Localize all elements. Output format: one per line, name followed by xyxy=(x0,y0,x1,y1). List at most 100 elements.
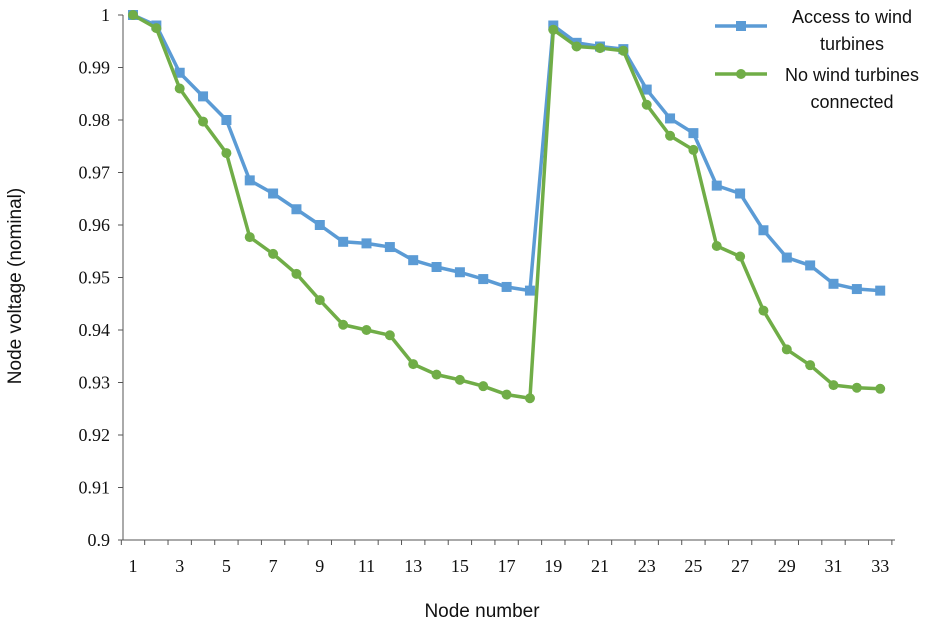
x-tick-label: 33 xyxy=(871,556,889,576)
data-point xyxy=(454,374,465,385)
x-tick-label: 5 xyxy=(222,556,231,576)
data-point xyxy=(454,267,465,278)
series-line xyxy=(132,13,881,400)
legend-label: connected xyxy=(810,92,893,112)
data-point xyxy=(361,325,372,335)
x-tick-label: 11 xyxy=(358,556,375,576)
data-point xyxy=(828,278,839,289)
data-point xyxy=(408,359,419,370)
data-point xyxy=(618,45,629,56)
data-point xyxy=(314,295,325,306)
data-point xyxy=(291,268,302,279)
data-point xyxy=(665,130,676,141)
data-point xyxy=(805,260,816,271)
data-point xyxy=(524,285,535,296)
data-point xyxy=(151,23,162,34)
x-tick-label: 19 xyxy=(544,556,562,576)
data-point xyxy=(851,382,862,393)
data-point xyxy=(571,41,582,52)
data-point xyxy=(781,344,792,355)
data-point xyxy=(478,274,489,285)
data-point xyxy=(595,43,605,54)
data-point xyxy=(875,285,886,296)
legend-item: No wind turbines connected xyxy=(715,65,919,112)
legend-marker xyxy=(736,69,746,79)
x-tick-label: 25 xyxy=(684,556,702,576)
x-tick-label: 23 xyxy=(638,556,656,576)
data-point xyxy=(828,380,839,391)
data-point xyxy=(338,236,349,247)
data-point xyxy=(735,188,746,199)
y-tick-label: 0.98 xyxy=(79,110,111,130)
legend-label: turbines xyxy=(820,34,884,54)
data-point xyxy=(221,148,232,159)
x-tick-label: 21 xyxy=(591,556,609,576)
series-no-wind-turbines xyxy=(128,10,886,404)
data-point xyxy=(758,305,769,316)
data-point xyxy=(665,113,676,124)
data-point xyxy=(384,242,395,253)
legend-marker xyxy=(736,21,746,31)
data-point xyxy=(735,251,746,262)
axes xyxy=(122,15,895,541)
data-point xyxy=(431,262,442,272)
data-point xyxy=(128,10,138,20)
x-axis-ticks: 1 3 5 7 9 11 13 15 17 19 21 23 25 27 29 31 33 xyxy=(120,540,893,576)
data-point xyxy=(174,67,185,78)
data-point xyxy=(268,248,279,259)
data-point xyxy=(244,175,255,186)
data-point xyxy=(268,188,279,199)
y-tick-label: 0.96 xyxy=(79,215,111,235)
y-tick-label: 0.91 xyxy=(79,478,111,498)
data-point xyxy=(641,99,652,110)
data-point xyxy=(711,241,722,251)
data-point xyxy=(478,381,489,392)
y-tick-label: 0.99 xyxy=(79,58,111,78)
legend-label: No wind turbines xyxy=(785,65,919,85)
x-tick-label: 31 xyxy=(825,556,843,576)
data-point xyxy=(408,255,419,266)
series-group xyxy=(128,10,886,404)
data-point xyxy=(524,393,535,404)
legend-item: Access to wind turbines xyxy=(715,7,912,54)
data-point xyxy=(384,330,395,341)
legend: Access to wind turbines No wind turbines co… xyxy=(715,7,919,112)
x-tick-label: 15 xyxy=(451,556,469,576)
data-point xyxy=(198,91,209,102)
x-tick-label: 29 xyxy=(778,556,796,576)
y-tick-label: 1 xyxy=(101,5,110,25)
y-tick-label: 0.97 xyxy=(79,163,111,183)
x-tick-label: 27 xyxy=(731,556,749,576)
y-tick-label: 0.95 xyxy=(79,268,111,288)
x-tick-label: 9 xyxy=(315,556,324,576)
data-point xyxy=(688,144,699,155)
series-access-to-wind-turbines xyxy=(128,10,886,296)
data-point xyxy=(548,24,559,35)
data-point xyxy=(244,232,255,243)
data-point xyxy=(805,360,816,371)
data-point xyxy=(851,284,862,295)
data-point xyxy=(501,281,512,292)
y-axis-ticks: 0.9 0.91 0.92 0.93 0.94 0.95 0.96 0.97 0.98 0.99 1 xyxy=(79,5,123,550)
data-point xyxy=(198,116,209,127)
data-point xyxy=(431,369,442,380)
data-point xyxy=(361,238,372,249)
legend-label: Access to wind xyxy=(792,7,912,27)
x-tick-label: 7 xyxy=(269,556,278,576)
data-point xyxy=(338,319,349,330)
data-point xyxy=(875,383,886,394)
data-point xyxy=(688,128,699,139)
series-line xyxy=(132,13,881,293)
y-tick-label: 0.92 xyxy=(79,425,111,445)
y-tick-label: 0.94 xyxy=(79,320,111,340)
data-point xyxy=(501,389,512,400)
y-tick-label: 0.93 xyxy=(79,373,111,393)
x-axis-title: Node number xyxy=(424,601,540,622)
x-tick-label: 17 xyxy=(498,556,516,576)
y-tick-label: 0.9 xyxy=(88,530,111,550)
data-point xyxy=(641,84,652,95)
x-tick-label: 3 xyxy=(175,556,184,576)
x-tick-label: 13 xyxy=(404,556,422,576)
data-point xyxy=(711,180,722,191)
